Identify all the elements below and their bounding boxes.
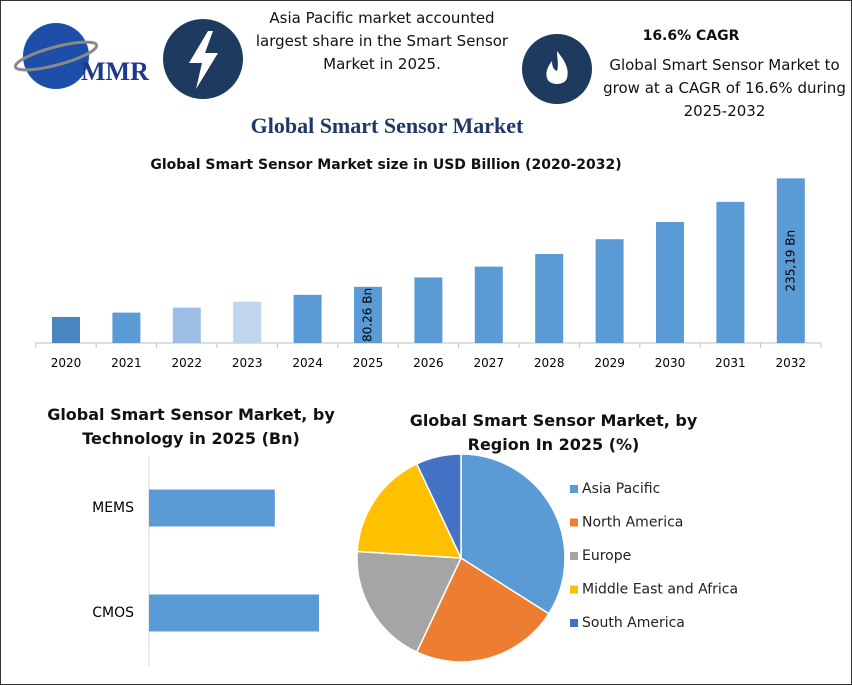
bar <box>354 286 382 343</box>
bar <box>656 221 684 343</box>
legend-label: Middle East and Africa <box>582 582 738 598</box>
bar <box>776 178 805 343</box>
bar <box>172 307 201 343</box>
x-tick-label: 2028 <box>534 356 565 370</box>
main-title: Global Smart Sensor Market <box>251 113 524 138</box>
legend-label: South America <box>582 615 685 631</box>
y-tick-label: MEMS <box>92 500 134 516</box>
lightning-icon <box>189 31 218 89</box>
legend-swatch <box>570 585 578 594</box>
bar <box>233 301 262 343</box>
bar <box>716 201 745 343</box>
flame-icon <box>546 51 568 84</box>
note-right: Global Smart Sensor Market to grow at a … <box>603 56 846 120</box>
value-label: 235,19 Bn <box>783 230 797 292</box>
pie-chart-title: Global Smart Sensor Market, by Region In… <box>409 411 698 454</box>
x-tick-label: 2031 <box>715 356 746 370</box>
legend-swatch <box>570 485 578 493</box>
bar <box>112 312 141 343</box>
pie-slice <box>415 453 462 559</box>
hbar-chart-title: Global Smart Sensor Market, by Technolog… <box>47 405 335 448</box>
legend-label: North America <box>582 515 683 531</box>
bar <box>149 594 319 632</box>
legend-swatch <box>570 518 578 527</box>
pie-slice <box>356 462 463 559</box>
bar <box>595 239 624 343</box>
legend-label: Europe <box>582 548 631 564</box>
logo-globe <box>23 23 89 89</box>
x-tick-label: 2032 <box>776 356 807 370</box>
bar <box>293 294 322 343</box>
logo-text: MMR <box>81 57 149 86</box>
y-tick-label: CMOS <box>92 605 134 621</box>
x-tick-label: 2025 <box>353 356 384 370</box>
bar <box>474 266 503 343</box>
x-tick-label: 2022 <box>172 356 203 370</box>
cagr-title: 16.6% CAGR <box>642 28 740 44</box>
x-tick-label: 2027 <box>474 356 505 370</box>
icon-circle <box>522 34 592 104</box>
pie-slice <box>356 550 463 654</box>
bar <box>535 253 564 343</box>
x-tick-label: 2021 <box>111 356 142 370</box>
value-label: 80.26 Bn <box>361 288 375 342</box>
bar <box>149 489 275 527</box>
legend-label: Asia Pacific <box>582 481 660 497</box>
bar <box>52 316 80 343</box>
bar <box>414 277 443 343</box>
note-left: Asia Pacific market accounted largest sh… <box>255 9 509 73</box>
bar-chart-title: Global Smart Sensor Market size in USD B… <box>150 157 622 173</box>
x-tick-label: 2024 <box>292 356 323 370</box>
x-tick-label: 2029 <box>594 356 625 370</box>
logo-ring <box>13 40 99 72</box>
pie-slice <box>415 556 550 663</box>
legend-swatch <box>570 552 578 560</box>
x-tick-label: 2023 <box>232 356 263 370</box>
legend-swatch <box>570 619 578 627</box>
x-tick-label: 2026 <box>413 356 444 370</box>
x-tick-label: 2030 <box>655 356 686 370</box>
x-tick-label: 2020 <box>51 356 82 370</box>
